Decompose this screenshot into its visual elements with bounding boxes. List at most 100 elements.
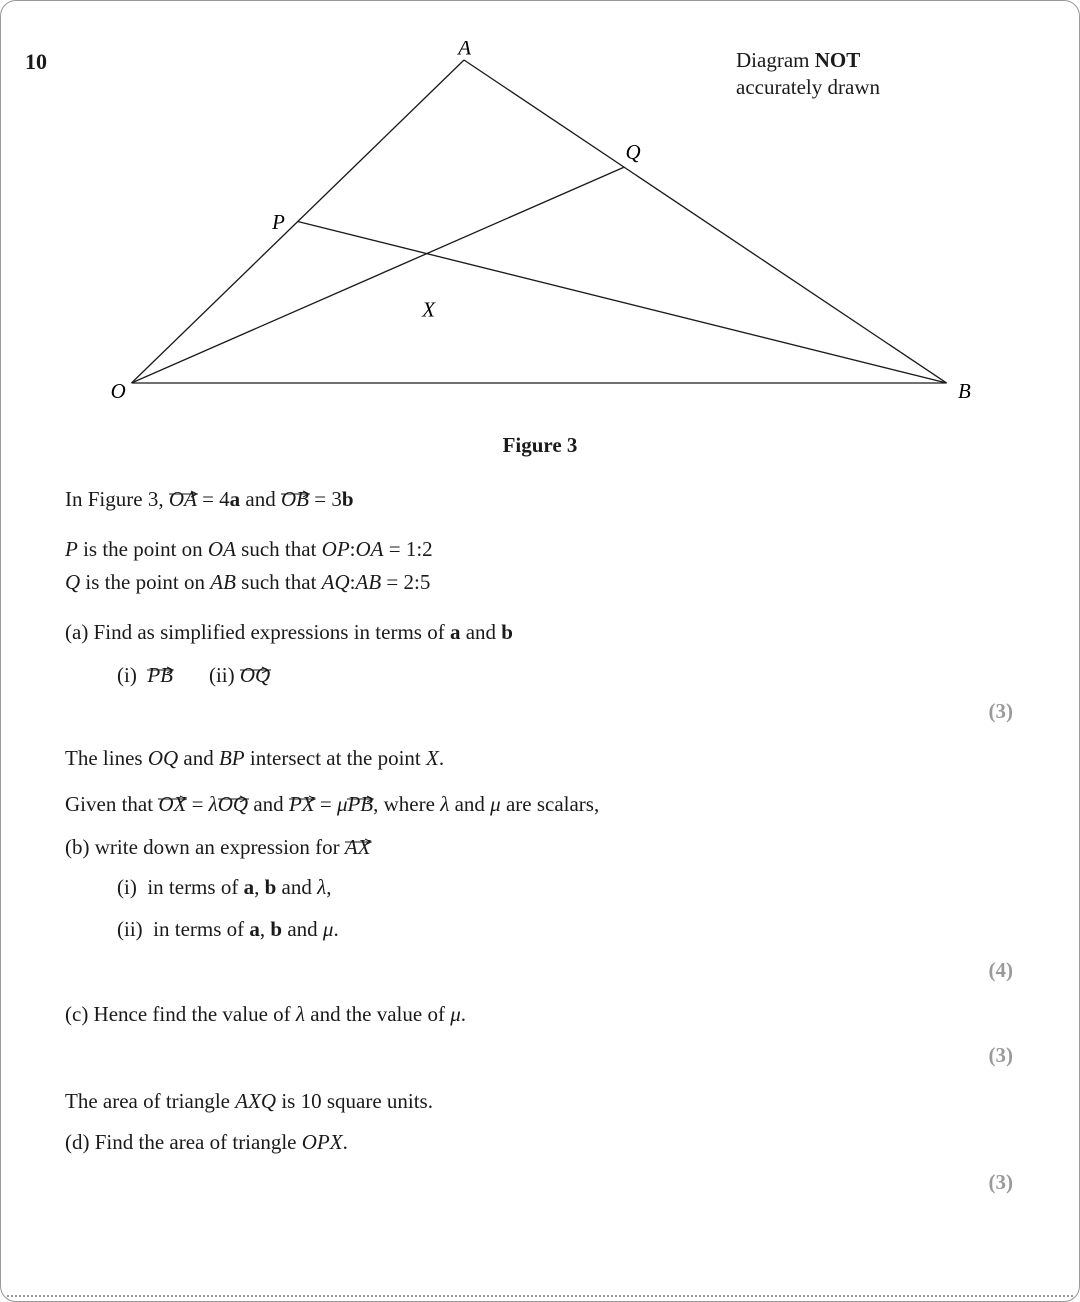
svg-text:B: B: [958, 379, 971, 403]
vec-PB2: PB: [347, 787, 373, 819]
content: In Figure 3, OA = 4a and OB = 3b P is th…: [65, 482, 1015, 1197]
area-line: The area of triangle AXQ is 10 square un…: [65, 1086, 1015, 1116]
intersect-line: The lines OQ and BP intersect at the poi…: [65, 743, 1015, 773]
marks-d: (3): [65, 1167, 1015, 1197]
txt: and: [240, 487, 281, 511]
part-d: (d) Find the area of triangle OPX.: [65, 1127, 1015, 1157]
vec-PB: PB: [147, 658, 173, 690]
txt: in terms of: [153, 917, 249, 941]
OA-it: OA: [208, 537, 236, 561]
txt: The area of triangle: [65, 1089, 235, 1113]
dotted-bottom-border: [7, 1295, 1073, 1297]
vec-PX: PX: [289, 787, 315, 819]
lambda3: λ: [317, 875, 326, 899]
txt: and: [276, 875, 317, 899]
part-a-i: (i) PB: [117, 658, 173, 690]
svg-text:A: A: [456, 41, 471, 59]
bold-b: b: [342, 487, 354, 511]
txt: = 1:2: [384, 537, 433, 561]
txt: .: [333, 917, 338, 941]
txt: ,: [254, 875, 265, 899]
vec-OA: OA: [169, 482, 197, 514]
mu4: μ: [450, 1002, 461, 1026]
mu: μ: [337, 792, 348, 816]
txt: = 2:5: [381, 570, 430, 594]
svg-text:X: X: [421, 298, 436, 322]
txt: , where: [373, 792, 440, 816]
AXQ-it: AXQ: [235, 1089, 276, 1113]
txt: and: [282, 917, 323, 941]
OQ-it: OQ: [148, 746, 178, 770]
txt: is the point on: [80, 570, 210, 594]
txt: (a) Find as simplified expressions in te…: [65, 620, 450, 644]
vec-OQ: OQ: [240, 658, 270, 690]
lambda2: λ: [440, 792, 449, 816]
lambda4: λ: [296, 1002, 305, 1026]
lambda: λ: [209, 792, 218, 816]
txt: in terms of: [147, 875, 243, 899]
marks-b: (4): [65, 955, 1015, 985]
txt: = 3: [309, 487, 342, 511]
given-line: Given that OX = λOQ and PX = μPB, where …: [65, 787, 1015, 819]
txt: The lines: [65, 746, 148, 770]
vec-OQ2: OQ: [218, 787, 248, 819]
mu3: μ: [323, 917, 334, 941]
bold-a: a: [230, 487, 241, 511]
intro-line: In Figure 3, OA = 4a and OB = 3b: [65, 482, 1015, 514]
label-ii: (ii): [209, 663, 235, 687]
txt: = 4: [197, 487, 230, 511]
txt: (c) Hence find the value of: [65, 1002, 296, 1026]
svg-text:O: O: [111, 379, 126, 403]
line-Q: Q is the point on AB such that AQ:AB = 2…: [65, 567, 1015, 597]
bold-a4: a: [249, 917, 260, 941]
txt: ,: [260, 917, 271, 941]
txt: and the value of: [305, 1002, 450, 1026]
bold-a2: a: [450, 620, 461, 644]
vec-AX: AX: [345, 830, 371, 862]
AB-it2: AB: [356, 570, 382, 594]
txt: such that: [236, 537, 322, 561]
bold-b3: b: [265, 875, 277, 899]
txt: and: [178, 746, 219, 770]
figure-svg: O A B P Q X: [70, 41, 1010, 421]
txt: In Figure 3,: [65, 487, 169, 511]
svg-text:Q: Q: [626, 140, 641, 164]
vec-OX: OX: [158, 787, 186, 819]
part-a-subparts: (i) PB (ii) OQ: [65, 658, 1015, 690]
OA-it2: OA: [356, 537, 384, 561]
txt: =: [315, 792, 337, 816]
txt: ,: [326, 875, 331, 899]
txt: and: [248, 792, 289, 816]
bold-b4: b: [270, 917, 282, 941]
BP-it: BP: [219, 746, 245, 770]
P-it: P: [65, 537, 78, 561]
part-a: (a) Find as simplified expressions in te…: [65, 617, 1015, 647]
txt: Given that: [65, 792, 158, 816]
txt: and: [449, 792, 490, 816]
marks-c: (3): [65, 1040, 1015, 1070]
part-b-ii: (ii) in terms of a, b and μ.: [65, 914, 1015, 944]
part-b: (b) write down an expression for AX: [65, 830, 1015, 862]
X-it: X: [426, 746, 439, 770]
marks-a: (3): [65, 696, 1015, 726]
Q-it: Q: [65, 570, 80, 594]
figure-wrap: O A B P Q X: [70, 41, 1010, 421]
txt: (d) Find the area of triangle: [65, 1130, 302, 1154]
bold-a3: a: [244, 875, 255, 899]
txt: =: [186, 792, 208, 816]
AB-it: AB: [210, 570, 236, 594]
label-i2: (i): [117, 875, 137, 899]
part-a-ii: (ii) OQ: [209, 658, 270, 690]
svg-text:P: P: [271, 210, 285, 234]
bold-b2: b: [501, 620, 513, 644]
line-P: P is the point on OA such that OP:OA = 1…: [65, 534, 1015, 564]
part-c: (c) Hence find the value of λ and the va…: [65, 999, 1015, 1029]
txt: (b) write down an expression for: [65, 835, 345, 859]
OP-it: OP: [322, 537, 350, 561]
vec-OB: OB: [281, 482, 309, 514]
border-clip: [1075, 17, 1079, 1285]
question-number: 10: [25, 49, 47, 75]
txt: are scalars,: [501, 792, 600, 816]
txt: and: [460, 620, 501, 644]
mu2: μ: [490, 792, 501, 816]
